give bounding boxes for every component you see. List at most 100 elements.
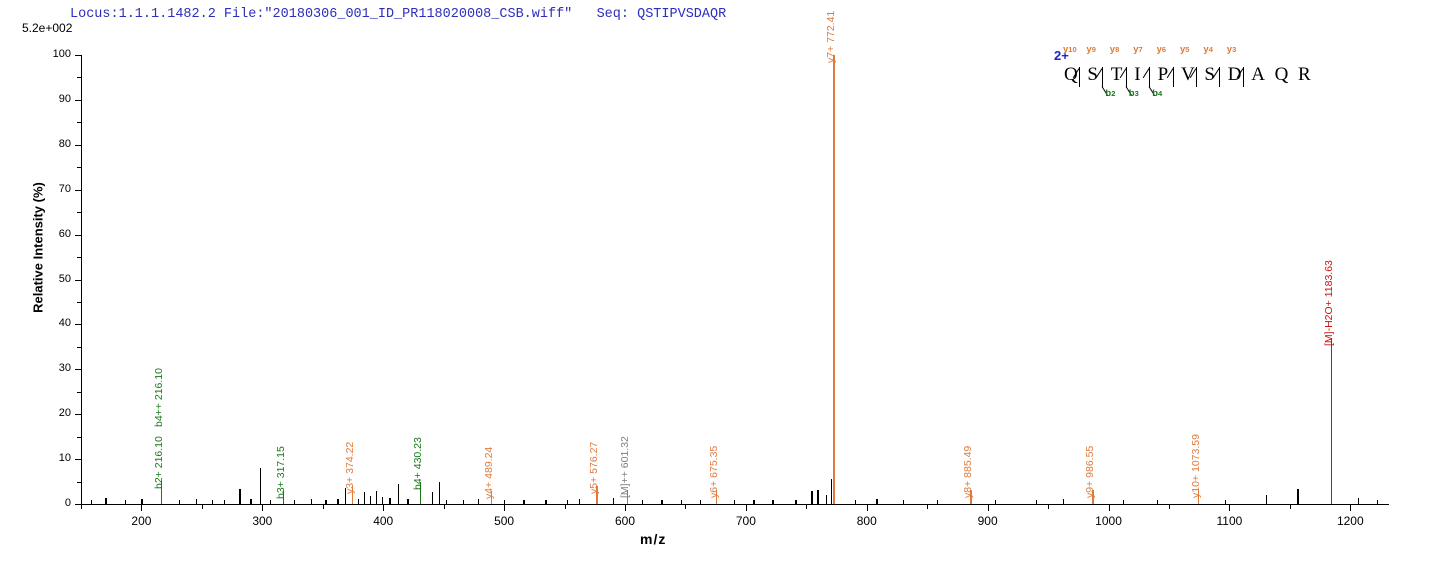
x-axis-tick-label: 1100 xyxy=(1216,514,1243,528)
x-axis-tick xyxy=(745,504,747,511)
y-axis-tick xyxy=(75,234,81,236)
y-axis-tick-label: 50 xyxy=(58,272,71,285)
spectrum-peak-unassigned xyxy=(382,496,384,504)
spectrum-peak-unassigned xyxy=(239,488,241,504)
spectrum-peak-unassigned xyxy=(141,498,143,504)
peak-label: y10+ 1073.59 xyxy=(1189,433,1202,498)
b-ion-label: b4 xyxy=(1152,88,1163,99)
spectrum-peak-unassigned xyxy=(250,498,252,504)
x-axis-line xyxy=(81,504,1389,505)
spectrum-peak-y xyxy=(1197,489,1199,504)
spectrum-peak-unassigned xyxy=(1224,499,1226,504)
x-axis-tick-label: 700 xyxy=(735,514,756,528)
spectrum-peak-unassigned xyxy=(876,498,878,504)
x-axis-tick-label: 900 xyxy=(977,514,998,528)
spectrum-peak-unassigned xyxy=(811,490,813,504)
peak-label: y3+ 374.22 xyxy=(344,441,357,495)
y-axis-tick-label: 20 xyxy=(58,407,71,420)
spectrum-peak-unassigned xyxy=(325,499,327,504)
spectrum-peak-unassigned xyxy=(105,498,107,504)
spectrum-peak-unassigned xyxy=(817,489,819,504)
spectrum-peak-unassigned xyxy=(357,498,360,504)
spectrum-peak-unassigned xyxy=(753,499,755,504)
spectrum-peak-unassigned xyxy=(438,481,441,504)
x-axis-tick-label: 1200 xyxy=(1336,514,1364,528)
spectrum-peak-unassigned xyxy=(772,500,774,504)
spectrum-peak-unassigned xyxy=(661,500,663,504)
spectrum-peak-unassigned xyxy=(566,499,569,504)
spectrum-peak-unassigned xyxy=(389,497,391,504)
spectrum-peak-unassigned xyxy=(1156,500,1159,504)
precursor-charge-label: 2+ xyxy=(1054,48,1069,63)
x-axis-tick xyxy=(624,504,626,511)
spectrum-peak-y xyxy=(352,486,354,504)
y-ion-label: y6 xyxy=(1156,44,1167,55)
y-ion-cleavage-bar xyxy=(1242,67,1244,87)
spectrum-peak-unassigned xyxy=(612,497,615,504)
x-axis-tick xyxy=(866,504,868,511)
spectrum-peak-precursor xyxy=(626,489,628,504)
b-ion-label: b2 xyxy=(1105,88,1116,99)
y-axis-minor-tick xyxy=(77,391,81,393)
spectrum-peak-unassigned xyxy=(504,499,506,504)
spectrum-peak-unassigned xyxy=(1297,488,1299,504)
x-axis-tick-label: 1000 xyxy=(1095,514,1122,528)
spectrum-peak-unassigned xyxy=(178,499,181,504)
y-axis-tick-label: 40 xyxy=(58,317,71,330)
spectrum-peak-unassigned xyxy=(344,487,346,504)
y-axis-minor-tick xyxy=(77,481,81,483)
spectrum-peak-unassigned xyxy=(293,499,296,504)
spectrum-peak-unassigned xyxy=(994,499,997,504)
x-axis-title: m/z xyxy=(640,531,667,547)
spectrum-peak-unassigned xyxy=(545,499,547,504)
x-axis-minor-tick xyxy=(81,504,82,509)
spectrum-peak-y xyxy=(970,489,972,504)
spectrum-peak-unassigned xyxy=(903,499,905,504)
y-axis-line xyxy=(81,55,82,504)
spectrum-peak-water_loss xyxy=(1330,337,1332,504)
spectrum-peak-unassigned xyxy=(269,499,271,504)
y-axis-tick xyxy=(75,55,81,56)
y-axis-minor-tick xyxy=(77,122,81,124)
peak-label: b4+ 430.23 xyxy=(411,436,424,490)
spectrum-peak-unassigned xyxy=(1062,498,1064,504)
spectrum-peak-y xyxy=(491,490,493,504)
x-axis-tick-label: 400 xyxy=(373,514,394,528)
peak-label: y9+ 986.55 xyxy=(1084,445,1097,498)
spectrum-header-text: Locus:1.1.1.1482.2 File:"20180306_001_ID… xyxy=(70,7,727,22)
y-axis-minor-tick xyxy=(77,346,81,348)
spectrum-peak-unassigned xyxy=(463,499,465,504)
sequence-residue: T xyxy=(1110,64,1123,85)
spectrum-peak-unassigned xyxy=(680,499,682,504)
peak-label: y8+ 885.49 xyxy=(962,445,975,498)
spectrum-peak-y xyxy=(833,55,835,504)
spectrum-peak-unassigned xyxy=(830,478,832,504)
y-axis-tick xyxy=(75,459,81,461)
spectrum-peak-unassigned xyxy=(431,492,433,504)
y-axis-minor-tick xyxy=(77,436,81,438)
y-ion-label: y5 xyxy=(1180,44,1190,55)
x-axis-minor-tick xyxy=(322,504,324,509)
spectrum-peak-unassigned xyxy=(90,499,93,504)
y-axis-tick-label: 60 xyxy=(58,227,71,240)
peak-label: b4++ 216.10 xyxy=(152,367,165,427)
peak-label: y7+ 772.41 xyxy=(825,10,838,63)
y-axis-tick xyxy=(75,504,81,505)
peak-label: [M]-H2O+ 1183.63 xyxy=(1322,259,1335,346)
y-axis-minor-tick xyxy=(77,257,81,259)
spectrum-peak-unassigned xyxy=(446,499,448,504)
y-axis-minor-tick xyxy=(77,212,81,214)
spectrum-peak-unassigned xyxy=(854,499,857,504)
peak-label: [M]++ 601.32 xyxy=(618,435,631,498)
peak-label: b3+ 317.15 xyxy=(275,445,288,499)
sequence-residue: D xyxy=(1227,64,1242,85)
sequence-residue: S xyxy=(1087,64,1098,85)
spectrum-peak-unassigned xyxy=(397,484,400,504)
x-axis-minor-tick xyxy=(1048,504,1050,509)
peak-label: y6+ 675.35 xyxy=(708,445,721,498)
spectrum-peak-unassigned xyxy=(699,500,702,504)
y-ion-label: y4 xyxy=(1203,44,1213,55)
spectrum-peak-unassigned xyxy=(936,500,939,504)
y-axis-tick xyxy=(75,369,81,371)
